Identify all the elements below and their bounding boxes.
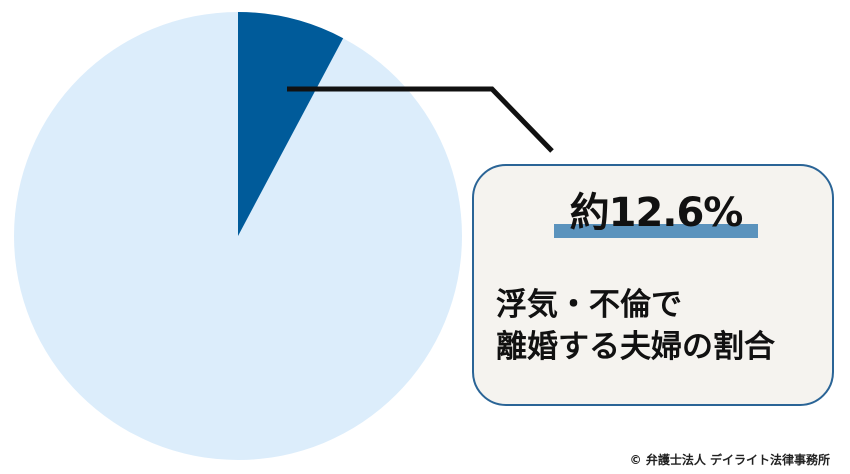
description-line-1: 浮気・不倫で — [496, 287, 682, 323]
leader-line — [287, 86, 554, 153]
pie-slice-highlight — [238, 12, 344, 236]
callout-description: 浮気・不倫で 離婚する夫婦の割合 — [496, 284, 775, 368]
value-underline — [554, 224, 758, 238]
value-label: 約12.6% — [554, 188, 758, 238]
description-line-2: 離婚する夫婦の割合 — [496, 329, 775, 365]
callout-box: 約12.6% 浮気・不倫で 離婚する夫婦の割合 — [472, 164, 834, 406]
copyright: © 弁護士法人 デイライト法律事務所 — [629, 453, 830, 467]
value-text: 約12.6% — [569, 190, 744, 236]
